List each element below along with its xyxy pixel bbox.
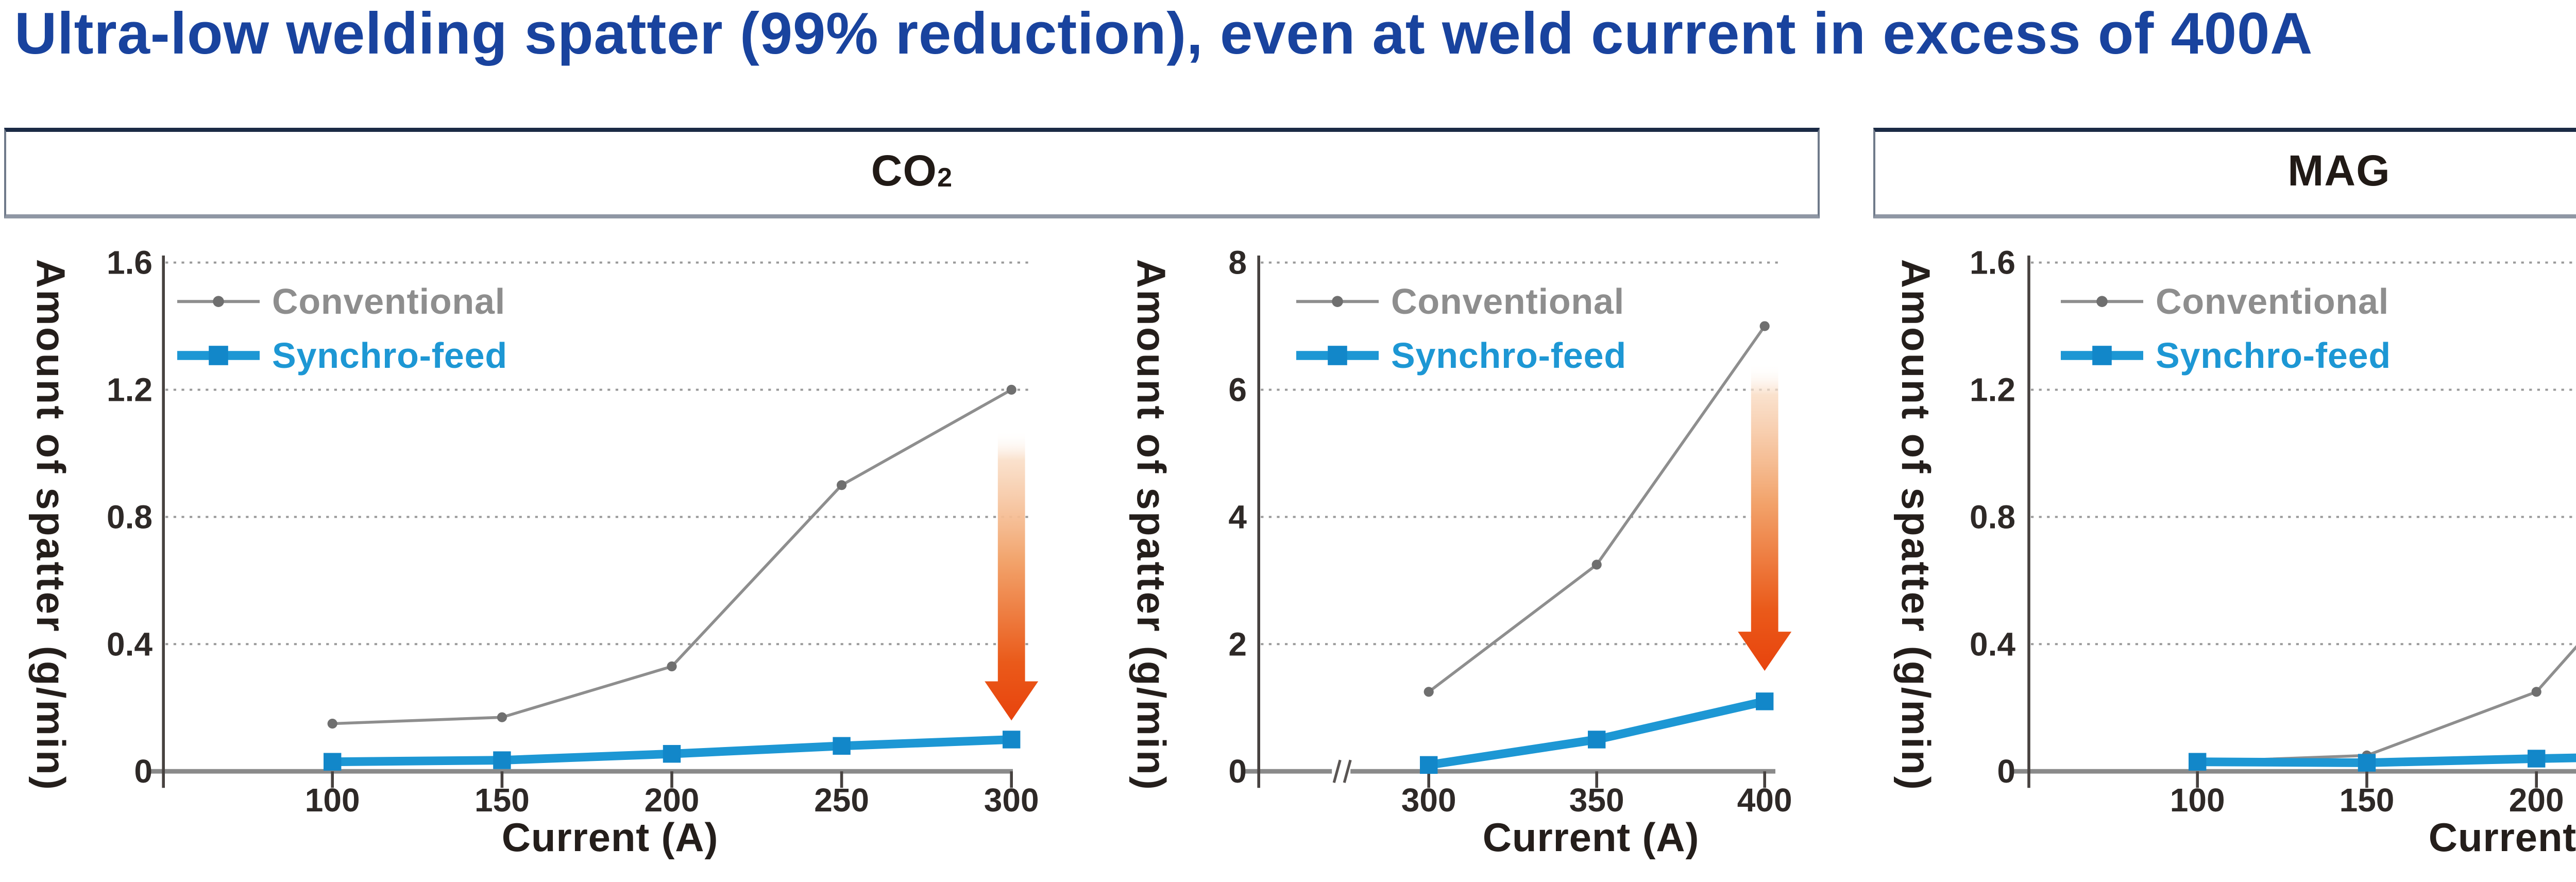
conventional-marker: [2531, 687, 2541, 697]
synchro-feed-marker: [1003, 731, 1021, 749]
x-tick-label: 200: [2509, 782, 2564, 819]
legend-circle-marker-icon: [2096, 296, 2108, 307]
x-tick-label: 350: [1569, 782, 1624, 819]
conventional-series-line: [2197, 645, 2576, 764]
conventional-marker: [1006, 384, 1016, 395]
x-tick-label: 150: [2340, 782, 2395, 819]
legend-square-marker-icon: [209, 346, 228, 365]
synchro-feed-marker: [2189, 753, 2207, 771]
y-tick-label: 0: [134, 753, 152, 790]
axis-break-icon: [1343, 759, 1352, 783]
y-axis-title: Amount of spatter (g/min): [1129, 259, 1174, 791]
y-tick-label: 1.2: [1970, 371, 2015, 409]
y-axis-title: Amount of spatter (g/min): [28, 259, 74, 791]
reduction-arrow-icon: [1738, 364, 1792, 671]
x-tick-label: 300: [1401, 782, 1456, 819]
page-title: Ultra-low welding spatter (99% reduction…: [14, 2, 2313, 68]
legend-label: Synchro-feed: [272, 335, 507, 376]
legend-label: Conventional: [272, 281, 505, 321]
y-tick-label: 0.8: [107, 498, 152, 535]
synchro-feed-marker: [1420, 756, 1438, 774]
conventional-marker: [1591, 559, 1602, 570]
panel-header-co2-label: CO: [871, 148, 938, 196]
legend-label: Conventional: [2156, 281, 2389, 321]
y-tick-label: 0.4: [1970, 625, 2015, 663]
x-tick-label: 200: [645, 782, 700, 819]
conventional-marker: [837, 480, 847, 490]
legend-label: Synchro-feed: [1391, 335, 1626, 376]
panel-header-co2: CO 2: [4, 128, 1820, 218]
x-axis-title: Current (A): [1483, 815, 1699, 860]
y-tick-label: 1.6: [107, 244, 152, 281]
y-tick-label: 0: [1228, 753, 1247, 790]
x-tick-label: 300: [984, 782, 1039, 819]
legend-label: Conventional: [1391, 281, 1624, 321]
conventional-marker: [497, 712, 507, 722]
x-tick-label: 250: [814, 782, 869, 819]
y-tick-label: 8: [1228, 244, 1247, 281]
panel-header-mag: MAG: [1873, 128, 2576, 218]
x-axis-title: Current (A): [2429, 815, 2576, 860]
panel-header-mag-label: MAG: [2287, 148, 2391, 196]
legend-square-marker-icon: [2092, 346, 2112, 365]
x-tick-label: 400: [1737, 782, 1792, 819]
axis-break-icon: [1332, 759, 1342, 783]
y-tick-label: 0.8: [1970, 498, 2015, 535]
synchro-feed-marker: [493, 751, 511, 769]
synchro-feed-marker: [2358, 754, 2376, 772]
legend-circle-marker-icon: [1332, 296, 1343, 307]
legend-square-marker-icon: [1328, 346, 1347, 365]
y-tick-label: 0: [1997, 753, 2015, 790]
legend-circle-marker-icon: [213, 296, 224, 307]
x-tick-label: 100: [2170, 782, 2225, 819]
conventional-marker: [1759, 321, 1770, 331]
legend-label: Synchro-feed: [2156, 335, 2391, 376]
y-tick-label: 4: [1228, 498, 1247, 535]
y-tick-label: 1.6: [1970, 244, 2015, 281]
synchro-feed-marker: [1588, 731, 1606, 749]
synchro-feed-marker: [2528, 750, 2546, 768]
y-tick-label: 6: [1228, 371, 1247, 409]
reduction-arrow-icon: [985, 431, 1039, 721]
y-axis-title: Amount of spatter (g/min): [1893, 259, 1939, 791]
conventional-marker: [327, 719, 337, 729]
y-tick-label: 2: [1228, 625, 1247, 663]
synchro-feed-series-line: [2197, 753, 2576, 767]
x-tick-label: 100: [305, 782, 360, 819]
conventional-marker: [1423, 687, 1434, 697]
synchro-feed-marker: [663, 745, 681, 763]
synchro-feed-marker: [833, 737, 851, 755]
y-tick-label: 0.4: [107, 625, 152, 663]
x-axis-title: Current (A): [502, 815, 718, 860]
synchro-feed-marker: [324, 753, 342, 771]
y-tick-label: 1.2: [107, 371, 152, 409]
synchro-feed-marker: [1756, 692, 1774, 710]
conventional-marker: [667, 661, 677, 672]
x-tick-label: 150: [474, 782, 530, 819]
